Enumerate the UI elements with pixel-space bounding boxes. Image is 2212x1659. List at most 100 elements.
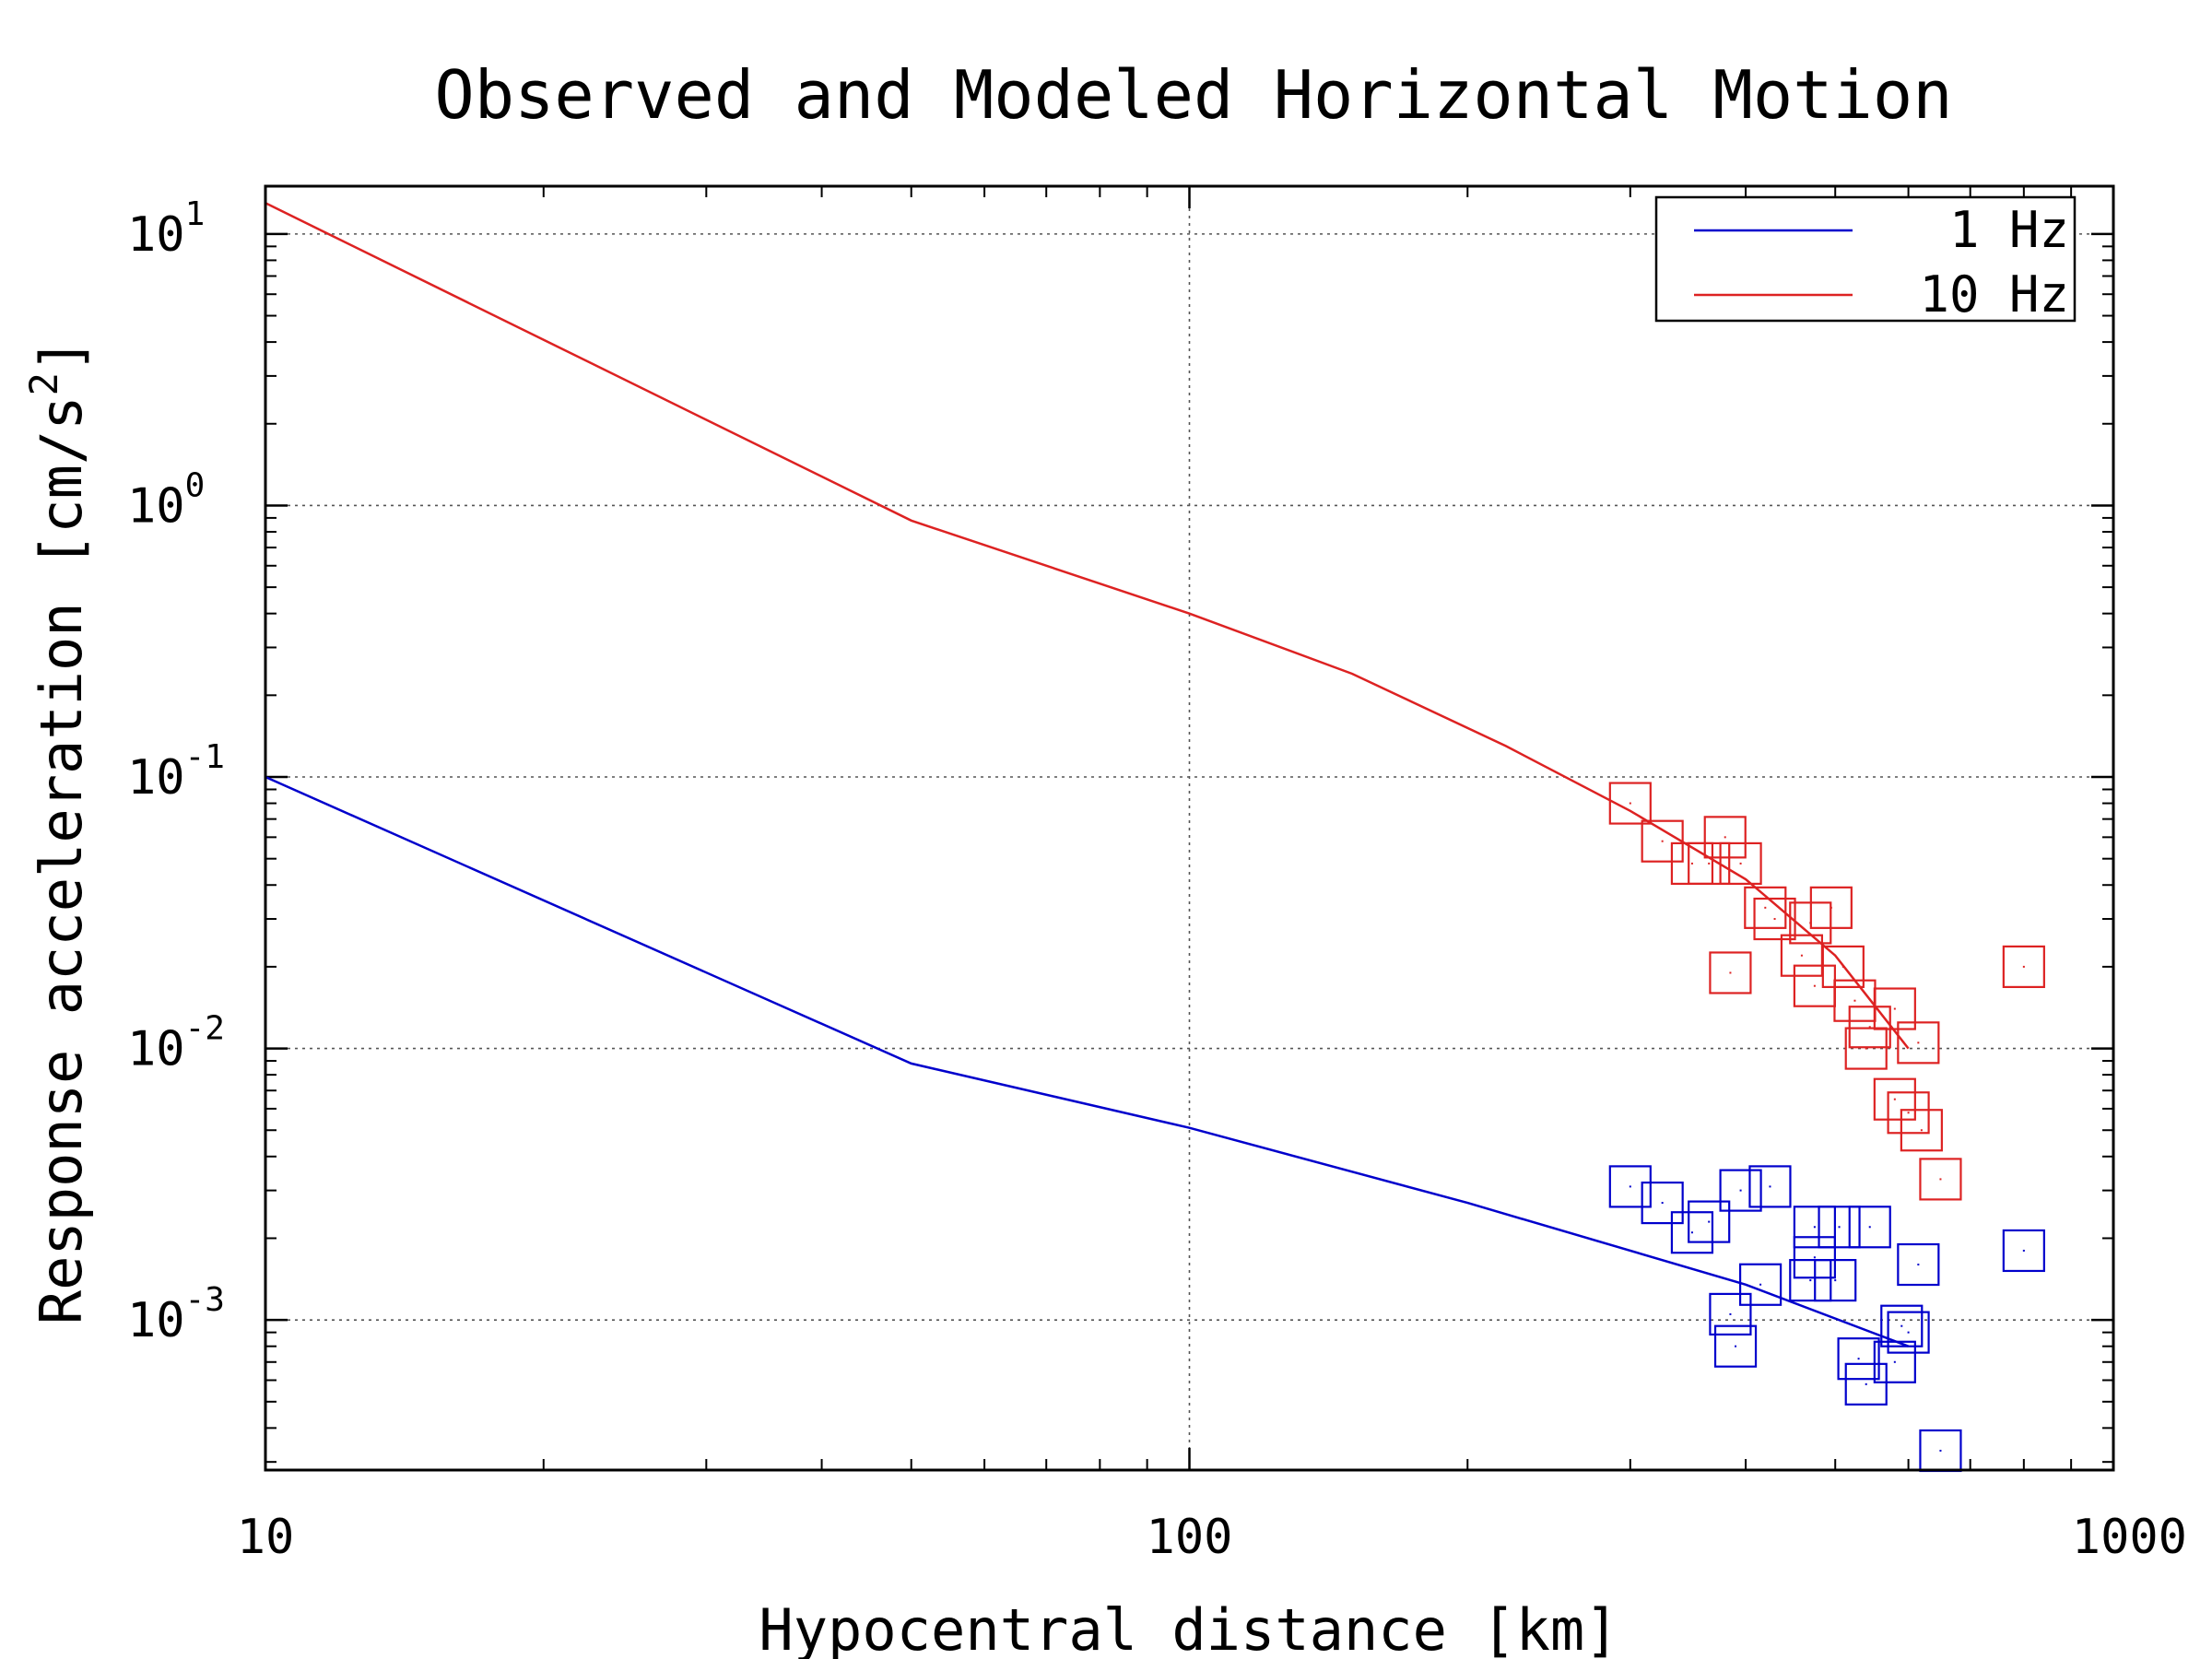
y-tick-label: 101	[127, 195, 205, 263]
data-point-center-1hz	[1735, 1345, 1737, 1347]
data-point-10hz	[1887, 1091, 1930, 1135]
data-point-center-1hz	[1893, 1360, 1896, 1363]
data-point-1hz	[1887, 1311, 1930, 1354]
data-point-1hz	[1709, 1292, 1752, 1336]
x-axis-label: Hypocentral distance [km]	[759, 1596, 1618, 1659]
data-point-10hz	[1608, 782, 1652, 825]
data-point-10hz	[1744, 886, 1787, 929]
data-point-center-10hz	[1661, 840, 1664, 842]
data-point-10hz	[1703, 816, 1747, 859]
data-point-1hz	[1793, 1206, 1836, 1249]
series-line-1hz	[265, 775, 1910, 1347]
data-point-1hz	[1880, 1304, 1924, 1347]
y-axis-label-main: Response acceleration [cm/s	[28, 395, 95, 1324]
data-point-10hz	[1873, 987, 1916, 1030]
y-tick-label: 10-3	[127, 1281, 225, 1348]
data-point-1hz	[1608, 1165, 1652, 1208]
data-point-1hz	[1670, 1211, 1714, 1254]
data-point-center-1hz	[1769, 1185, 1771, 1188]
series-line-10hz	[265, 202, 1910, 1050]
legend-label-1hz: 1 Hz	[1949, 201, 2069, 259]
data-point-center-1hz	[1838, 1226, 1841, 1229]
data-point-1hz	[1688, 1200, 1731, 1243]
data-point-center-1hz	[1857, 1358, 1860, 1360]
data-point-center-1hz	[1939, 1449, 1942, 1452]
y-tick-label: 10-2	[127, 1010, 225, 1077]
x-tick-label: 10	[237, 1510, 295, 1565]
data-point-center-1hz	[1907, 1331, 1910, 1334]
svg-text:Response acceleration [cm/s2]: Response acceleration [cm/s2]	[21, 338, 95, 1324]
y-tick-label: 100	[127, 466, 205, 534]
data-point-1hz	[1897, 1242, 1940, 1287]
y-axis-label: Response acceleration [cm/s2]	[21, 338, 95, 1324]
data-point-10hz	[1809, 886, 1853, 929]
data-point-10hz	[1919, 1158, 1962, 1201]
data-point-center-10hz	[1690, 862, 1693, 865]
data-point-center-1hz	[2022, 1249, 2025, 1252]
data-point-10hz	[1753, 897, 1796, 941]
data-point-1hz	[1873, 1340, 1916, 1383]
data-point-center-10hz	[1893, 1007, 1896, 1010]
data-point-center-10hz	[1830, 906, 1832, 909]
y-axis-label-sup: 2	[21, 372, 66, 395]
data-point-center-1hz	[1690, 1231, 1693, 1234]
data-point-center-10hz	[1764, 906, 1767, 909]
chart-title: Observed and Modeled Horizontal Motion	[434, 56, 1952, 134]
data-point-center-1hz	[1834, 1279, 1837, 1282]
data-point-1hz	[1837, 1337, 1880, 1381]
data-point-10hz	[2002, 945, 2045, 989]
plot-frame	[264, 184, 2115, 1472]
data-point-center-10hz	[1813, 984, 1816, 987]
series-layer	[265, 202, 2045, 1473]
data-point-center-10hz	[1865, 1047, 1867, 1050]
legend: 1 Hz 10 Hz	[1654, 195, 2077, 324]
data-point-center-1hz	[1813, 1256, 1816, 1259]
data-point-center-10hz	[1939, 1178, 1942, 1181]
data-point-10hz	[1641, 819, 1684, 863]
data-point-1hz	[2002, 1229, 2045, 1273]
data-point-1hz	[1789, 1259, 1832, 1302]
data-point-center-1hz	[1739, 1189, 1742, 1192]
data-point-10hz	[1873, 1077, 1916, 1121]
ticks-layer: 101 100 10-1 10-2 10-3 10 100 1000	[127, 186, 2187, 1565]
data-point-center-1hz	[1813, 1226, 1816, 1229]
data-point-center-10hz	[1629, 802, 1631, 805]
data-point-center-1hz	[1900, 1324, 1903, 1327]
data-point-center-10hz	[1739, 862, 1742, 865]
data-point-1hz	[1713, 1324, 1758, 1368]
data-point-10hz	[1821, 945, 1865, 989]
data-point-1hz	[1844, 1362, 1888, 1406]
grid-layer	[265, 186, 2114, 1470]
data-point-center-1hz	[1917, 1264, 1920, 1266]
data-point-center-10hz	[1917, 1041, 1920, 1044]
data-point-center-10hz	[1773, 918, 1776, 921]
data-point-center-1hz	[1629, 1185, 1631, 1188]
data-point-center-1hz	[1729, 1312, 1732, 1315]
data-point-10hz	[1848, 1006, 1891, 1049]
data-point-10hz	[1900, 1109, 1943, 1152]
data-point-center-10hz	[1729, 971, 1732, 974]
data-point-10hz	[1719, 841, 1762, 886]
data-point-1hz	[1719, 1169, 1762, 1212]
data-point-center-1hz	[1809, 1279, 1812, 1282]
data-point-10hz	[1709, 951, 1752, 994]
x-tick-label: 1000	[2072, 1510, 2187, 1565]
data-point-center-10hz	[1920, 1129, 1923, 1132]
data-point-10hz	[1844, 1027, 1888, 1070]
legend-label-10hz: 10 Hz	[1919, 265, 2069, 324]
data-point-center-10hz	[1853, 999, 1856, 1002]
data-point-1hz	[1738, 1263, 1783, 1306]
data-point-1hz	[1814, 1259, 1857, 1302]
data-point-1hz	[1748, 1165, 1792, 1208]
data-point-center-10hz	[1800, 954, 1803, 957]
data-point-1hz	[1818, 1206, 1861, 1249]
data-point-center-10hz	[1708, 862, 1711, 865]
data-point-center-1hz	[1708, 1220, 1711, 1223]
data-point-center-10hz	[1907, 1112, 1910, 1114]
data-point-10hz	[1897, 1021, 1940, 1065]
data-point-1hz	[1641, 1181, 1684, 1225]
data-point-center-1hz	[1661, 1202, 1664, 1205]
data-point-center-1hz	[1759, 1283, 1762, 1286]
data-point-1hz	[1848, 1206, 1891, 1249]
